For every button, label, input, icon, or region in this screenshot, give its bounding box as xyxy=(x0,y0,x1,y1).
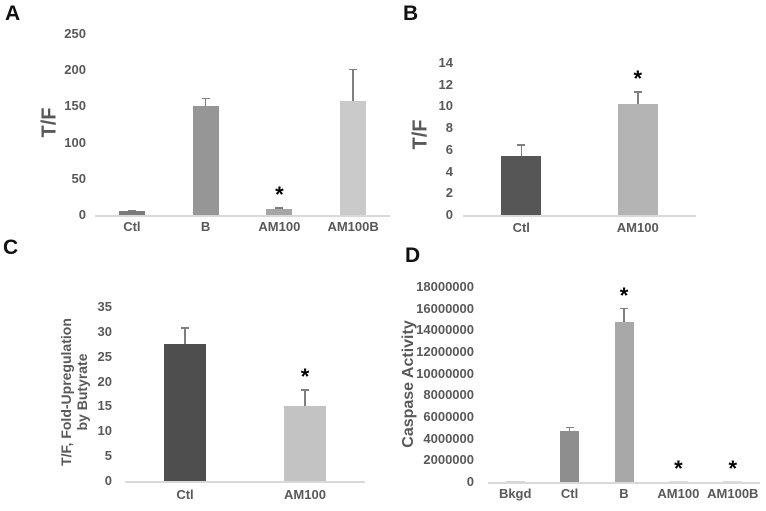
error-bar-cap xyxy=(201,97,210,100)
category-label: AM100B xyxy=(327,219,379,234)
category-label: AM100B xyxy=(707,486,759,501)
x-axis-line xyxy=(488,482,760,484)
error-bar xyxy=(637,91,639,105)
bar-am100 xyxy=(266,209,293,215)
bar-bkgd xyxy=(505,480,525,482)
significance-asterisk: * xyxy=(300,364,310,390)
bar-am100b xyxy=(340,101,367,215)
y-tick-label: 150 xyxy=(64,98,86,114)
y-tick-label: 4000000 xyxy=(423,430,474,446)
y-tick-label: 6000000 xyxy=(423,409,474,424)
category-label: B xyxy=(619,486,629,501)
category-label: AM100 xyxy=(258,219,301,234)
error-bar-cap xyxy=(565,426,574,429)
x-axis-line xyxy=(463,215,696,217)
y-tick-label: 15 xyxy=(97,398,112,414)
bar-ctl xyxy=(164,344,206,481)
y-tick-label: 50 xyxy=(71,170,86,186)
y-tick-label: 0 xyxy=(78,207,86,222)
category-label: B xyxy=(200,219,211,234)
y-tick-label: 5 xyxy=(104,448,112,464)
category-label: Ctl xyxy=(560,486,579,501)
x-axis-line xyxy=(95,215,390,217)
significance-asterisk: * xyxy=(275,182,284,208)
bar-ctl xyxy=(560,431,580,482)
y-tick-label: 200 xyxy=(64,62,86,78)
error-bar-cap xyxy=(127,209,136,212)
error-bar xyxy=(304,389,306,406)
bar-am100 xyxy=(284,405,326,481)
x-axis-line xyxy=(125,481,365,483)
y-tick-label: 18000000 xyxy=(416,279,474,294)
error-bar-cap xyxy=(301,389,309,391)
significance-asterisk: * xyxy=(728,456,738,481)
error-bar-cap xyxy=(620,307,628,310)
significance-asterisk: * xyxy=(674,456,683,481)
y-tick-label: 10 xyxy=(438,98,453,114)
y-tick-label: 14 xyxy=(438,55,453,70)
bar-am100 xyxy=(617,104,658,215)
error-bar xyxy=(204,97,207,107)
error-bar-cap xyxy=(181,327,189,329)
y-tick-label: 0 xyxy=(104,473,112,488)
y-tick-label: 6 xyxy=(445,141,453,157)
error-bar xyxy=(184,327,186,345)
category-label: Bkgd xyxy=(498,486,532,501)
panel-d-letter: D xyxy=(405,244,421,267)
y-tick-label: 12000000 xyxy=(416,344,474,359)
y-tick-label: 2 xyxy=(445,185,453,201)
category-label: Ctl xyxy=(123,219,141,234)
bar-ctl xyxy=(501,156,542,215)
error-bar xyxy=(520,144,522,157)
y-tick-label: 4 xyxy=(445,163,453,179)
significance-asterisk: * xyxy=(633,66,643,92)
error-bar xyxy=(352,68,354,102)
error-bar-cap xyxy=(633,91,642,93)
error-bar-cap xyxy=(517,144,526,146)
bar-ctl xyxy=(118,211,145,215)
y-tick-label: 30 xyxy=(97,323,112,339)
error-bar xyxy=(568,426,571,432)
error-bar xyxy=(623,307,625,322)
y-tick-label: 8 xyxy=(445,120,453,136)
y-tick-label: 12 xyxy=(438,76,453,92)
y-tick-label: 16000000 xyxy=(416,300,474,316)
error-bar-cap xyxy=(275,207,284,209)
y-tick-label: 35 xyxy=(97,299,112,314)
y-tick-label: 250 xyxy=(64,26,86,41)
y-tick-label: 14000000 xyxy=(416,322,474,338)
category-label: Ctl xyxy=(512,220,530,235)
y-tick-label: 100 xyxy=(64,134,86,150)
y-tick-label: 10 xyxy=(97,423,112,439)
category-label: Ctl xyxy=(176,487,194,502)
bar-b xyxy=(614,321,634,482)
y-tick-label: 0 xyxy=(445,207,453,222)
panel-a-letter: A xyxy=(5,2,21,25)
bar-am100b xyxy=(723,481,743,482)
bar-am100 xyxy=(668,481,688,482)
panel-c-letter: C xyxy=(3,236,19,259)
y-tick-label: 25 xyxy=(97,348,112,364)
bar-b xyxy=(192,106,219,215)
category-label: AM100 xyxy=(657,486,700,501)
category-label: AM100 xyxy=(616,220,659,235)
y-tick-label: 20 xyxy=(97,373,112,389)
panel-b-letter: B xyxy=(403,2,419,25)
y-tick-label: 2000000 xyxy=(423,452,474,468)
category-label: AM100 xyxy=(284,487,326,502)
y-tick-label: 10000000 xyxy=(416,365,474,381)
significance-asterisk: * xyxy=(619,282,629,308)
error-bar-cap xyxy=(349,68,358,71)
y-tick-label: 0 xyxy=(466,474,474,489)
y-tick-label: 8000000 xyxy=(423,387,474,403)
